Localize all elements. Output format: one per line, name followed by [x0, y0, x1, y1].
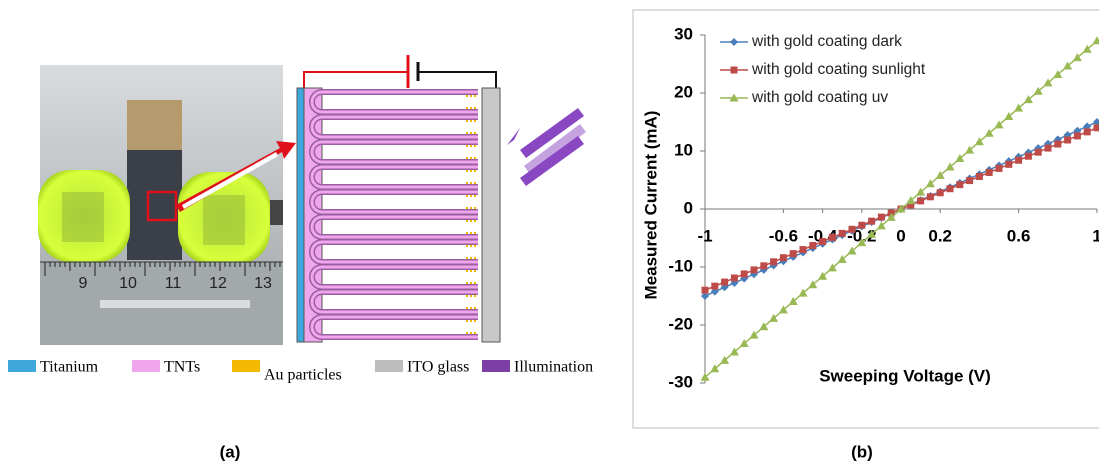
photo: [38, 65, 296, 345]
legend-label: with gold coating dark: [751, 33, 902, 50]
marker: [1074, 132, 1081, 139]
legend-marker: [731, 67, 738, 74]
marker: [760, 262, 767, 269]
legend-swatch: [8, 360, 36, 372]
marker: [878, 214, 885, 221]
marker: [927, 193, 934, 200]
marker: [1005, 161, 1012, 168]
marker: [1064, 136, 1071, 143]
marker: [986, 169, 993, 176]
marker: [819, 238, 826, 245]
au-particles: [466, 321, 476, 333]
marker: [790, 250, 797, 257]
ruler-label: 11: [165, 275, 182, 292]
legend-swatch: [482, 360, 510, 372]
x-tick-label: -0.6: [769, 226, 798, 245]
marker: [741, 270, 748, 277]
x-axis-title: Sweeping Voltage (V): [819, 366, 991, 385]
nanotube: [312, 317, 478, 337]
y-axis-title: Measured Current (mA): [641, 111, 660, 300]
x-tick-label: 0.6: [1007, 226, 1031, 245]
y-tick-label: 10: [674, 140, 693, 159]
marker: [809, 242, 816, 249]
ruler-label: 12: [209, 275, 227, 292]
figure: 910111213 TitaniumTNTsAu particlesITO gl…: [0, 0, 1099, 464]
legend-label: Au particles: [264, 367, 342, 384]
marker: [868, 218, 875, 225]
au-particles: [466, 146, 476, 158]
marker: [1054, 141, 1061, 148]
legend-label: ITO glass: [407, 359, 469, 376]
marker: [1045, 145, 1052, 152]
marker: [956, 181, 963, 188]
caption-b: (b): [851, 442, 873, 461]
marker: [917, 197, 924, 204]
y-tick-label: -30: [668, 372, 693, 391]
legend-label: with gold coating sunlight: [751, 61, 926, 78]
nanotube: [312, 92, 478, 112]
ruler-label: 9: [79, 275, 88, 292]
nanotube: [312, 167, 478, 187]
nanotube: [312, 217, 478, 237]
au-particles: [466, 246, 476, 258]
marker: [966, 177, 973, 184]
marker: [780, 254, 787, 261]
y-tick-label: 20: [674, 82, 693, 101]
legend-label: Illumination: [514, 359, 593, 376]
legend-a: Titanium TNTs Au particles ITO glass Illumin…: [8, 359, 593, 384]
nanotube: [312, 192, 478, 212]
marker: [751, 266, 758, 273]
marker: [947, 185, 954, 192]
marker: [1025, 153, 1032, 160]
device-diagram: [297, 55, 586, 342]
marker: [829, 234, 836, 241]
x-tick-label: 0.2: [928, 226, 952, 245]
x-tick-label: 0: [896, 226, 905, 245]
x-tick-label: -1: [697, 226, 712, 245]
marker: [731, 275, 738, 282]
legend-swatch: [132, 360, 160, 372]
au-particles: [466, 96, 476, 108]
marker: [702, 287, 709, 294]
au-particles: [466, 296, 476, 308]
au-particles: [466, 196, 476, 208]
ruler-label: 10: [119, 275, 137, 292]
legend-swatch: [375, 360, 403, 372]
marker: [839, 230, 846, 237]
y-tick-label: 0: [684, 198, 693, 217]
nanotube: [312, 242, 478, 262]
marker: [1035, 149, 1042, 156]
au-particles: [466, 221, 476, 233]
marker: [711, 283, 718, 290]
legend-label: Titanium: [40, 359, 99, 376]
marker: [721, 279, 728, 286]
nanotube: [312, 292, 478, 312]
y-tick-label: -10: [668, 256, 693, 275]
au-particles: [466, 171, 476, 183]
nanotube: [312, 142, 478, 162]
caption-a: (a): [220, 442, 241, 461]
nanotube: [312, 267, 478, 287]
marker: [996, 165, 1003, 172]
legend-swatch: [232, 360, 260, 372]
x-tick-label: 1: [1092, 226, 1099, 245]
marker: [1094, 124, 1099, 131]
marker: [770, 258, 777, 265]
marker: [976, 173, 983, 180]
marker: [849, 226, 856, 233]
marker: [1015, 157, 1022, 164]
marker: [858, 222, 865, 229]
y-tick-label: 30: [674, 24, 693, 43]
au-particles: [466, 271, 476, 283]
legend-label: with gold coating uv: [751, 89, 888, 106]
marker: [800, 246, 807, 253]
legend-label: TNTs: [164, 359, 200, 376]
nanotube: [312, 117, 478, 137]
marker: [937, 189, 944, 196]
ruler-label: 13: [254, 275, 272, 292]
au-particles: [466, 121, 476, 133]
marker: [1084, 128, 1091, 135]
y-tick-label: -20: [668, 314, 693, 333]
